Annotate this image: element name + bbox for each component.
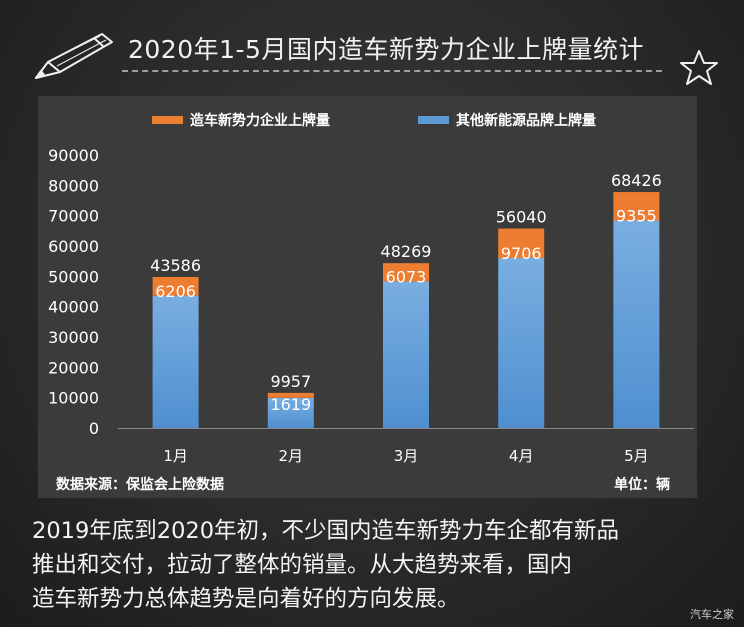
data-label-new-forces: 6206 (155, 282, 196, 301)
source-note: 数据来源：保监会上险数据 (56, 477, 224, 493)
x-tick-label: 3月 (394, 447, 419, 465)
y-tick-label: 10000 (48, 389, 99, 408)
y-tick-label: 40000 (48, 298, 99, 317)
legend-label: 其他新能源品牌上牌量 (456, 112, 596, 129)
chart-title: 2020年1-5月国内造车新势力企业上牌量统计 (128, 35, 644, 64)
data-label-other: 48269 (381, 242, 432, 261)
y-tick-label: 80000 (48, 176, 99, 195)
bar-new-forces (152, 276, 199, 296)
caption-line: 2019年底到2020年初，不少国内造车新势力车企都有新品 (32, 518, 620, 544)
x-tick-label: 2月 (279, 447, 304, 465)
legend-swatch (152, 116, 183, 124)
y-tick-label: 70000 (48, 207, 99, 226)
chart: 造车新势力企业上牌量 其他新能源品牌上牌量 90000 80000 70000 6000… (48, 112, 694, 465)
y-tick-label: 30000 (48, 328, 99, 347)
data-label-other: 56040 (496, 208, 547, 227)
data-label-new-forces: 9355 (616, 206, 657, 225)
chart-panel (38, 96, 697, 498)
data-label-other: 68426 (611, 171, 662, 190)
data-label-other: 43586 (150, 256, 201, 275)
star-icon (680, 50, 718, 85)
title-underline (122, 70, 662, 72)
caption: 2019年底到2020年初，不少国内造车新势力车企都有新品 推出和交付，拉动了整… (32, 514, 722, 616)
x-tick-label: 4月 (509, 447, 534, 465)
bar-other (152, 295, 199, 428)
bar-other (267, 397, 314, 428)
bar-new-forces (267, 392, 314, 398)
bar-other (383, 281, 429, 428)
pencil-icon (35, 33, 113, 79)
watermark: 汽车之家 (690, 608, 734, 621)
unit-note: 单位：辆 (614, 477, 670, 493)
y-tick-label: 90000 (48, 146, 99, 165)
caption-line: 造车新势力总体趋势是向着好的方向发展。 (32, 586, 460, 612)
y-tick-label: 0 (89, 419, 99, 438)
y-tick-label: 20000 (48, 358, 99, 377)
y-tick-label: 50000 (48, 267, 99, 286)
data-label-other: 9957 (270, 372, 311, 391)
legend-label: 造车新势力企业上牌量 (190, 112, 330, 129)
legend-swatch (418, 116, 449, 124)
data-label-new-forces: 1619 (270, 395, 311, 414)
data-label-new-forces: 9706 (501, 244, 542, 263)
bar-other (498, 258, 545, 428)
bar-new-forces (383, 263, 429, 282)
x-tick-label: 1月 (163, 447, 188, 465)
data-label-new-forces: 6073 (386, 268, 427, 287)
x-tick-label: 5月 (624, 447, 649, 465)
y-tick-label: 60000 (48, 237, 99, 256)
bar-new-forces (498, 228, 545, 259)
caption-line: 推出和交付，拉动了整体的销量。从大趋势来看，国内 (32, 552, 573, 578)
bar-other (613, 220, 660, 428)
bar-new-forces (613, 192, 660, 221)
